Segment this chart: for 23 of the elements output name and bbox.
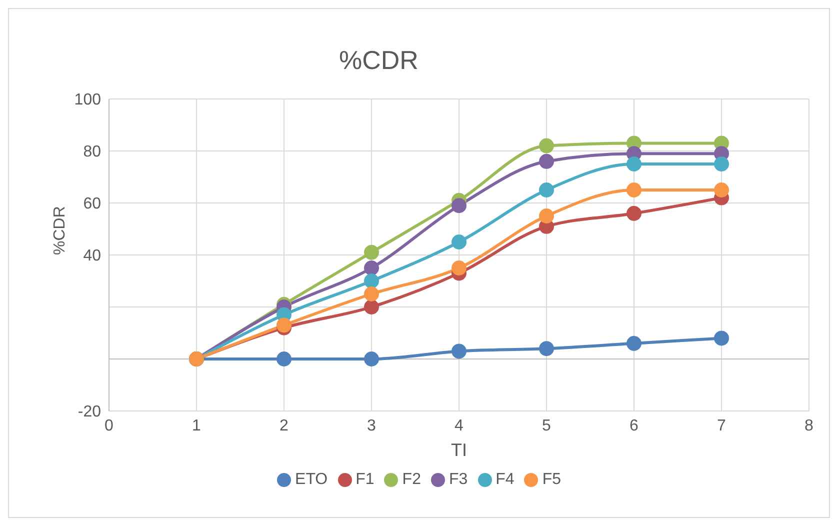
- y-tick-label: -20: [78, 404, 102, 421]
- y-tick-label: 60: [83, 196, 102, 213]
- x-tick-label: 0: [104, 417, 114, 434]
- x-tick-label: 3: [367, 417, 376, 434]
- x-tick-label: 8: [804, 417, 814, 434]
- legend-label: F4: [496, 471, 514, 488]
- legend-label: F5: [542, 471, 561, 488]
- x-tick-label: 5: [542, 417, 552, 434]
- legend-label: ETO: [295, 471, 328, 488]
- y-tick-label: 100: [74, 92, 102, 109]
- chart-title: %CDR: [339, 45, 418, 76]
- x-tick-label: 6: [630, 417, 639, 434]
- x-tick-label: 2: [280, 417, 289, 434]
- legend-label: F3: [448, 471, 468, 488]
- y-tick-label: 40: [83, 248, 102, 265]
- y-axis-title: %CDR: [52, 206, 69, 255]
- x-tick-label: 4: [454, 417, 464, 434]
- x-tick-label: 7: [717, 417, 726, 434]
- y-tick-label: 80: [83, 144, 102, 161]
- legend-label: F2: [402, 471, 421, 488]
- x-axis-title: TI: [451, 440, 467, 460]
- legend-label: F1: [356, 471, 374, 488]
- x-tick-label: 1: [192, 417, 202, 434]
